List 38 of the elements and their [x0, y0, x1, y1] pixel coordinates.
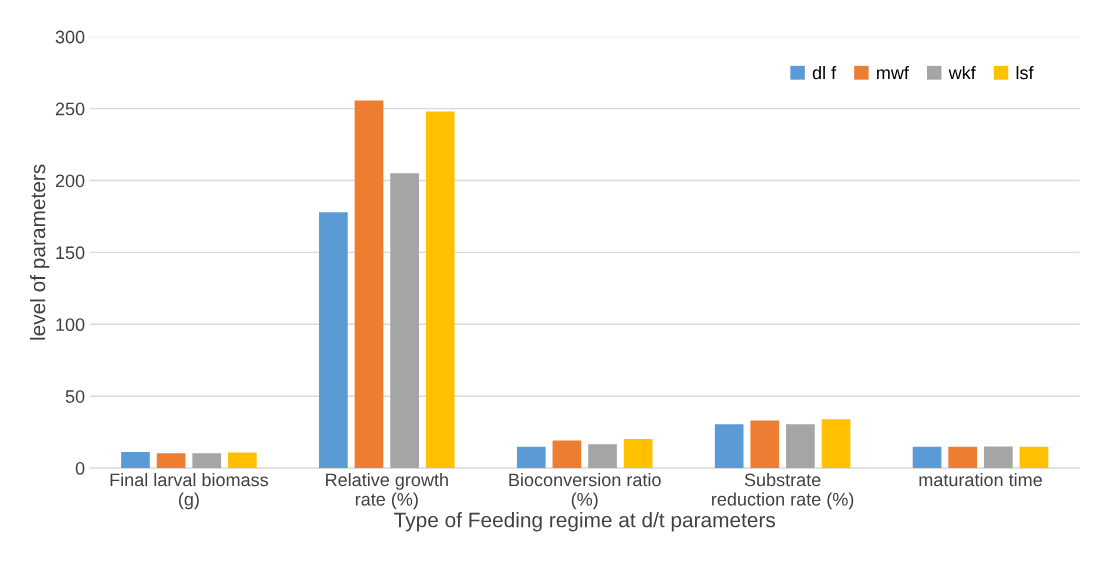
legend-label: dl f [812, 65, 837, 80]
bar [552, 440, 582, 469]
bar [912, 446, 942, 469]
bar [714, 424, 744, 469]
bar [425, 111, 455, 469]
legend-label: mwf [877, 65, 909, 80]
y-tick-label: 100 [56, 318, 85, 332]
x-tick-label: Substrate reduction rate (%) [712, 473, 854, 510]
bar [750, 420, 780, 469]
bar [192, 453, 222, 469]
bar [623, 439, 653, 469]
x-tick-label: Final larval biomass (g) [110, 473, 269, 510]
y-axis-title: level of parameters [30, 164, 50, 340]
bar [121, 452, 150, 469]
bar [821, 419, 851, 469]
bar [983, 446, 1013, 469]
y-tick-label: 0 [75, 462, 85, 475]
bar [156, 453, 186, 469]
bar [354, 100, 384, 469]
bar [319, 212, 348, 469]
y-tick-label: 50 [65, 390, 85, 403]
bar [1019, 446, 1049, 469]
bar [786, 424, 815, 469]
legend-label: lsf [1016, 65, 1034, 80]
y-tick-label: 200 [55, 174, 85, 188]
bar [227, 452, 257, 469]
y-tick-label: 250 [55, 102, 85, 116]
y-tick-label: 300 [55, 30, 85, 44]
bar [390, 173, 419, 469]
x-tick-label: Bioconversion ratio (%) [509, 473, 661, 510]
x-axis-title: Type of Feeding regime at d/t parameters [394, 512, 776, 532]
bar [948, 446, 978, 469]
bar [588, 444, 617, 469]
x-tick-label: Relative growth rate (%) [326, 473, 448, 510]
bar [516, 446, 546, 469]
x-tick-label: maturation time [919, 473, 1042, 487]
legend-label: wkf [948, 65, 976, 80]
y-tick-label: 150 [56, 246, 85, 260]
